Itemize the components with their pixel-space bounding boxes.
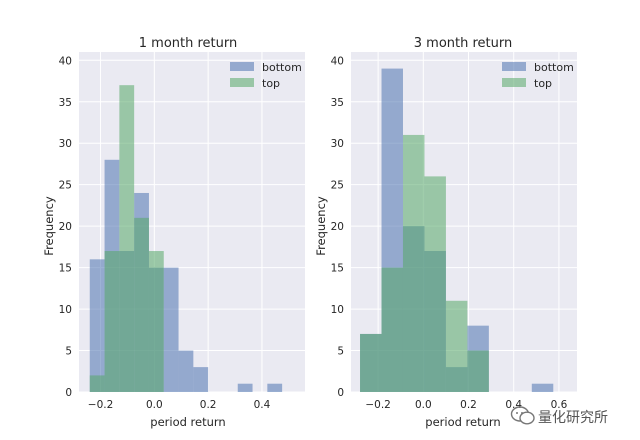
x-tick-label: −0.2 — [88, 399, 114, 411]
y-tick-label: 40 — [331, 55, 344, 67]
bar-bottom — [237, 383, 253, 392]
legend-label-bottom: bottom — [534, 61, 574, 74]
bar-top — [119, 85, 135, 393]
x-tick-label: 0.4 — [254, 399, 271, 411]
y-tick-label: 30 — [331, 138, 344, 150]
x-tick-label: 0.4 — [505, 399, 522, 411]
legend-label-top: top — [262, 77, 280, 90]
y-tick-label: 20 — [331, 221, 344, 233]
x-axis-label: period return — [425, 415, 500, 429]
bar-top — [360, 333, 382, 392]
y-tick-label: 30 — [59, 138, 72, 150]
bar-top — [134, 217, 149, 392]
y-tick-label: 10 — [331, 304, 344, 316]
panel-1-month-return: 0 5 10 15 20 25 30 35 40 −0.2 0.0 0.2 0.4 bottom top 1… — [42, 36, 305, 429]
legend-swatch-top — [502, 78, 526, 87]
bar-bottom — [267, 383, 283, 392]
y-tick-label: 35 — [59, 97, 72, 109]
y-tick-label: 0 — [65, 387, 72, 399]
y-tick-label: 5 — [65, 346, 72, 358]
x-tick-label: 0.0 — [146, 399, 163, 411]
y-tick-label: 10 — [59, 304, 72, 316]
y-tick-label: 40 — [59, 55, 72, 67]
wechat-icon — [510, 406, 535, 425]
y-tick-label: 5 — [337, 346, 344, 358]
legend-label-top: top — [534, 77, 552, 90]
x-tick-label: 0.2 — [460, 399, 477, 411]
watermark: 量化研究所 — [508, 404, 636, 428]
legend-label-bottom: bottom — [262, 61, 302, 74]
x-tick-label: 0.6 — [551, 399, 568, 411]
y-axis-label: Frequency — [314, 196, 328, 256]
bar-bottom — [193, 367, 209, 392]
bar-top — [402, 134, 425, 393]
y-tick-label: 0 — [337, 387, 344, 399]
bar-bottom — [531, 383, 554, 392]
watermark-text: 量化研究所 — [538, 410, 608, 426]
y-tick-label: 15 — [59, 263, 72, 275]
bar-top — [445, 300, 468, 392]
chart-title: 3 month return — [414, 36, 512, 51]
panel-3-month-return: 0 5 10 15 20 25 30 35 40 −0.2 0.0 0.2 0.4 0.6 bottom to… — [314, 36, 577, 429]
bar-top — [424, 176, 446, 392]
legend-swatch-bottom — [502, 62, 526, 71]
legend-swatch-bottom — [230, 62, 254, 71]
y-tick-label: 15 — [331, 263, 344, 275]
bar-top — [89, 375, 105, 392]
x-axis-label: period return — [150, 415, 225, 429]
x-tick-label: 0.0 — [415, 399, 432, 411]
x-tick-label: −0.2 — [365, 399, 391, 411]
chart-title: 1 month return — [139, 36, 237, 51]
y-tick-label: 25 — [59, 180, 72, 192]
plot-area: 0 5 10 15 20 25 30 35 40 −0.2 0.0 0.2 0.4 bottom top — [59, 52, 305, 411]
bar-top — [381, 267, 403, 392]
y-axis-label: Frequency — [42, 196, 56, 256]
y-tick-label: 20 — [59, 221, 72, 233]
bar-top — [104, 251, 120, 392]
y-tick-label: 25 — [331, 180, 344, 192]
bar-top — [148, 251, 164, 392]
bar-bottom — [178, 350, 194, 392]
legend-swatch-top — [230, 78, 254, 87]
plot-area: 0 5 10 15 20 25 30 35 40 −0.2 0.0 0.2 0.4 0.6 bottom to… — [331, 52, 577, 411]
x-tick-label: 0.2 — [200, 399, 217, 411]
bar-bottom — [89, 259, 105, 392]
bar-bottom — [163, 267, 179, 392]
y-tick-label: 35 — [331, 97, 344, 109]
bar-top — [467, 350, 489, 392]
